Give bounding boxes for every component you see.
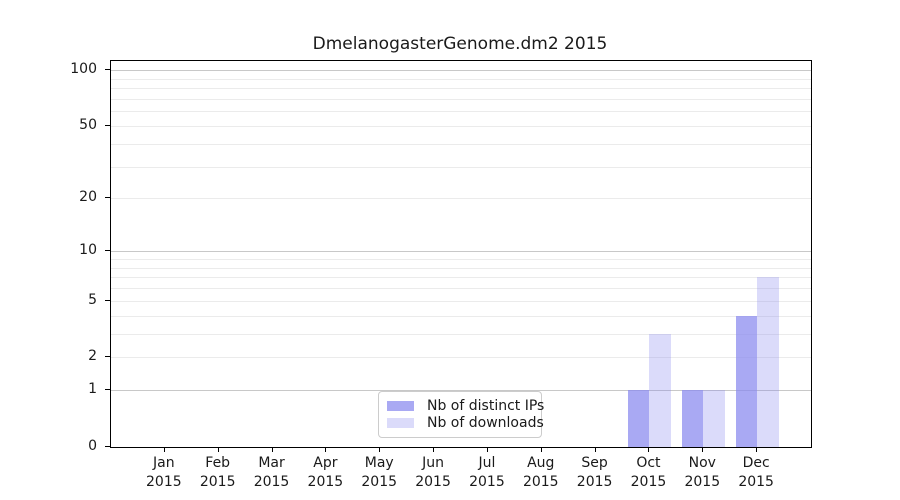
- y-tick-label: 1: [88, 381, 97, 398]
- y-gridline-minor: [111, 333, 811, 335]
- legend-item-downloads: Nb of downloads: [387, 414, 544, 431]
- bar-nb-of-downloads-dec: [757, 277, 779, 447]
- y-tick-label: 100: [70, 61, 97, 78]
- bar-nb-of-distinct-ips-dec: [735, 315, 758, 447]
- x-tick: [540, 447, 542, 452]
- x-tick-label: Oct 2015: [630, 455, 667, 490]
- y-tick: [105, 446, 110, 447]
- y-tick-label: 5: [88, 291, 97, 308]
- y-gridline-minor: [111, 315, 811, 317]
- y-tick-label: 10: [79, 242, 97, 259]
- x-tick-label: Jul 2015: [469, 455, 505, 490]
- y-gridline-minor: [111, 267, 811, 269]
- x-tick: [756, 447, 758, 452]
- y-gridline-minor: [111, 88, 811, 90]
- chart-title: DmelanogasterGenome.dm2 2015: [312, 34, 608, 54]
- x-tick: [163, 447, 165, 452]
- y-tick-label: 20: [79, 189, 97, 206]
- x-tick-label: Sep 2015: [576, 455, 613, 490]
- y-gridline-minor: [111, 111, 811, 113]
- x-tick-label: May 2015: [361, 455, 398, 490]
- x-tick: [594, 447, 596, 452]
- legend-swatch-downloads: [387, 417, 414, 428]
- x-tick: [271, 447, 273, 452]
- y-gridline-minor: [111, 78, 811, 80]
- y-gridline-minor: [111, 300, 811, 302]
- y-gridline-major: [111, 70, 811, 72]
- plot-area: [110, 60, 812, 448]
- x-tick: [433, 447, 435, 452]
- y-gridline-minor: [111, 166, 811, 168]
- y-gridline-major: [111, 390, 811, 392]
- y-gridline-minor: [111, 143, 811, 145]
- y-tick-label: 0: [88, 438, 97, 454]
- y-gridline-minor: [111, 125, 811, 127]
- legend: Nb of distinct IPs Nb of downloads: [378, 391, 544, 438]
- legend-label-distinct-ips: Nb of distinct IPs: [427, 397, 545, 414]
- y-tick-label: 50: [79, 116, 97, 133]
- bar-nb-of-downloads-nov: [703, 390, 725, 447]
- y-tick: [105, 197, 110, 199]
- x-tick: [325, 447, 327, 452]
- x-tick: [486, 447, 488, 452]
- legend-label-downloads: Nb of downloads: [427, 414, 544, 431]
- x-tick-label: Feb 2015: [199, 455, 236, 490]
- x-tick-label: Jan 2015: [146, 455, 182, 490]
- y-gridline-minor: [111, 98, 811, 100]
- y-gridline-minor: [111, 357, 811, 359]
- bar-nb-of-downloads-oct: [649, 333, 671, 447]
- x-tick: [217, 447, 219, 452]
- x-tick-label: Jun 2015: [415, 455, 451, 490]
- y-gridline-minor: [111, 277, 811, 279]
- y-tick: [105, 356, 110, 358]
- bar-nb-of-distinct-ips-nov: [681, 390, 704, 447]
- x-tick: [379, 447, 381, 452]
- legend-swatch-distinct-ips: [387, 400, 414, 411]
- y-gridline-minor: [111, 198, 811, 200]
- y-tick-label: 2: [88, 348, 97, 365]
- bar-nb-of-distinct-ips-oct: [627, 390, 650, 447]
- x-tick-label: Aug 2015: [522, 455, 559, 490]
- y-gridline-minor: [111, 288, 811, 290]
- x-tick-label: Mar 2015: [253, 455, 290, 490]
- y-tick: [105, 69, 110, 71]
- x-tick-label: Apr 2015: [307, 455, 344, 490]
- y-tick: [105, 299, 110, 301]
- y-gridline-major: [111, 251, 811, 253]
- x-tick: [648, 447, 650, 452]
- legend-item-distinct-ips: Nb of distinct IPs: [387, 397, 544, 414]
- y-tick: [105, 250, 110, 252]
- x-tick-label: Dec 2015: [738, 455, 774, 490]
- x-tick-label: Nov 2015: [684, 455, 721, 490]
- y-gridline-minor: [111, 258, 811, 260]
- y-tick: [105, 124, 110, 126]
- x-tick: [702, 447, 704, 452]
- y-tick: [105, 389, 110, 391]
